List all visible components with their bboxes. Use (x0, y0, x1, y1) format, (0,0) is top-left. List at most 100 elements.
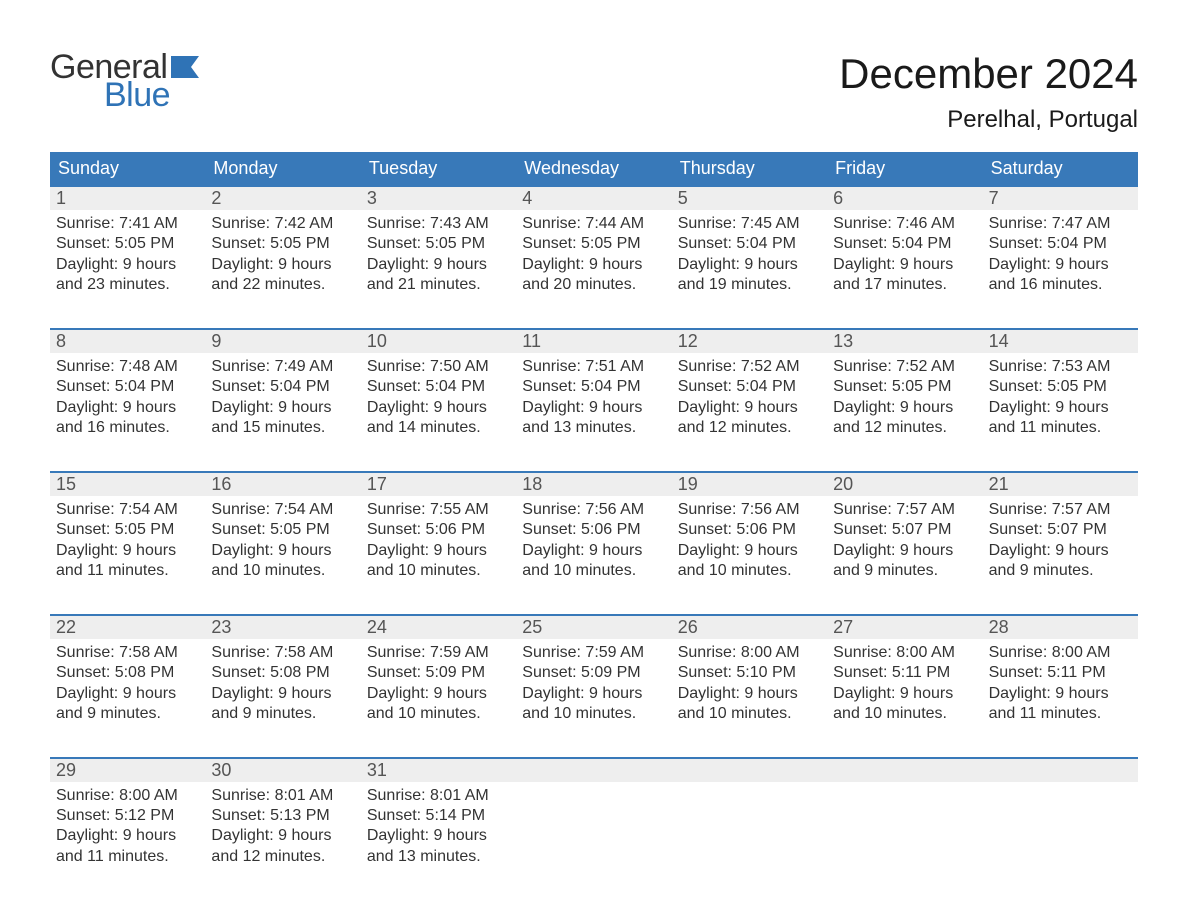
daylight-line-2: and 11 minutes. (56, 847, 199, 867)
day-number: 6 (827, 187, 982, 210)
day-number: 11 (516, 330, 671, 353)
sunset-line: Sunset: 5:14 PM (367, 806, 510, 826)
daylight-line-1: Daylight: 9 hours (522, 684, 665, 704)
weeks-container: 1234567Sunrise: 7:41 AMSunset: 5:05 PMDa… (50, 185, 1138, 871)
day-cell: Sunrise: 7:44 AMSunset: 5:05 PMDaylight:… (516, 210, 671, 300)
daylight-line-1: Daylight: 9 hours (833, 255, 976, 275)
day-number: 31 (361, 759, 516, 782)
day-number: 30 (205, 759, 360, 782)
day-cell: Sunrise: 7:41 AMSunset: 5:05 PMDaylight:… (50, 210, 205, 300)
sunset-line: Sunset: 5:10 PM (678, 663, 821, 683)
sunset-line: Sunset: 5:05 PM (56, 520, 199, 540)
sunrise-line: Sunrise: 7:41 AM (56, 214, 199, 234)
daynum-row: 293031 (50, 759, 1138, 782)
day-header: Friday (827, 152, 982, 185)
day-cell: Sunrise: 7:43 AMSunset: 5:05 PMDaylight:… (361, 210, 516, 300)
day-cell: Sunrise: 7:48 AMSunset: 5:04 PMDaylight:… (50, 353, 205, 443)
day-cell: Sunrise: 7:54 AMSunset: 5:05 PMDaylight:… (205, 496, 360, 586)
sunrise-line: Sunrise: 7:44 AM (522, 214, 665, 234)
day-cell: Sunrise: 7:47 AMSunset: 5:04 PMDaylight:… (983, 210, 1138, 300)
sunset-line: Sunset: 5:05 PM (522, 234, 665, 254)
title-block: December 2024 Perelhal, Portugal (839, 50, 1138, 134)
daylight-line-1: Daylight: 9 hours (211, 826, 354, 846)
sunrise-line: Sunrise: 7:43 AM (367, 214, 510, 234)
daylight-line-2: and 10 minutes. (211, 561, 354, 581)
page: General Blue December 2024 Perelhal, Por… (0, 0, 1188, 911)
day-cell: Sunrise: 7:46 AMSunset: 5:04 PMDaylight:… (827, 210, 982, 300)
sunset-line: Sunset: 5:08 PM (211, 663, 354, 683)
sunset-line: Sunset: 5:11 PM (989, 663, 1132, 683)
day-number: 25 (516, 616, 671, 639)
daylight-line-2: and 10 minutes. (833, 704, 976, 724)
week-row: 15161718192021Sunrise: 7:54 AMSunset: 5:… (50, 471, 1138, 586)
daylight-line-2: and 13 minutes. (522, 418, 665, 438)
daylight-line-2: and 10 minutes. (522, 561, 665, 581)
day-cell: Sunrise: 7:57 AMSunset: 5:07 PMDaylight:… (827, 496, 982, 586)
day-header: Monday (205, 152, 360, 185)
day-number: 4 (516, 187, 671, 210)
sunrise-line: Sunrise: 8:00 AM (833, 643, 976, 663)
daylight-line-2: and 9 minutes. (211, 704, 354, 724)
day-cell: Sunrise: 7:52 AMSunset: 5:05 PMDaylight:… (827, 353, 982, 443)
daylight-line-2: and 9 minutes. (833, 561, 976, 581)
sunrise-line: Sunrise: 7:48 AM (56, 357, 199, 377)
daylight-line-2: and 17 minutes. (833, 275, 976, 295)
daynum-row: 1234567 (50, 187, 1138, 210)
daylight-line-2: and 10 minutes. (678, 704, 821, 724)
logo: General Blue (50, 50, 199, 112)
daynum-row: 22232425262728 (50, 616, 1138, 639)
sunrise-line: Sunrise: 8:00 AM (989, 643, 1132, 663)
day-number: 14 (983, 330, 1138, 353)
sunrise-line: Sunrise: 8:00 AM (678, 643, 821, 663)
daylight-line-1: Daylight: 9 hours (211, 541, 354, 561)
daylight-line-2: and 16 minutes. (56, 418, 199, 438)
day-number (516, 759, 671, 782)
day-number: 17 (361, 473, 516, 496)
daylight-line-2: and 23 minutes. (56, 275, 199, 295)
daylight-line-1: Daylight: 9 hours (989, 398, 1132, 418)
day-cell: Sunrise: 7:49 AMSunset: 5:04 PMDaylight:… (205, 353, 360, 443)
day-cell (516, 782, 671, 872)
day-cell: Sunrise: 8:00 AMSunset: 5:11 PMDaylight:… (827, 639, 982, 729)
header: General Blue December 2024 Perelhal, Por… (50, 50, 1138, 134)
daylight-line-1: Daylight: 9 hours (833, 684, 976, 704)
daylight-line-1: Daylight: 9 hours (367, 826, 510, 846)
daylight-line-1: Daylight: 9 hours (833, 398, 976, 418)
day-number: 23 (205, 616, 360, 639)
daylight-line-2: and 16 minutes. (989, 275, 1132, 295)
daylight-line-1: Daylight: 9 hours (56, 826, 199, 846)
daylight-line-1: Daylight: 9 hours (56, 541, 199, 561)
week-row: 891011121314Sunrise: 7:48 AMSunset: 5:04… (50, 328, 1138, 443)
day-cell: Sunrise: 7:45 AMSunset: 5:04 PMDaylight:… (672, 210, 827, 300)
day-number: 20 (827, 473, 982, 496)
sunrise-line: Sunrise: 7:52 AM (678, 357, 821, 377)
day-cell: Sunrise: 7:56 AMSunset: 5:06 PMDaylight:… (672, 496, 827, 586)
sunset-line: Sunset: 5:07 PM (833, 520, 976, 540)
day-header: Sunday (50, 152, 205, 185)
daylight-line-2: and 15 minutes. (211, 418, 354, 438)
day-cell (983, 782, 1138, 872)
day-cell: Sunrise: 7:54 AMSunset: 5:05 PMDaylight:… (50, 496, 205, 586)
sunrise-line: Sunrise: 7:52 AM (833, 357, 976, 377)
daylight-line-1: Daylight: 9 hours (367, 541, 510, 561)
daylight-line-1: Daylight: 9 hours (211, 398, 354, 418)
daylight-line-2: and 9 minutes. (989, 561, 1132, 581)
sunset-line: Sunset: 5:06 PM (367, 520, 510, 540)
sunset-line: Sunset: 5:05 PM (211, 234, 354, 254)
day-cell: Sunrise: 7:59 AMSunset: 5:09 PMDaylight:… (361, 639, 516, 729)
day-number: 28 (983, 616, 1138, 639)
daylight-line-1: Daylight: 9 hours (833, 541, 976, 561)
day-cell: Sunrise: 8:01 AMSunset: 5:13 PMDaylight:… (205, 782, 360, 872)
week-row: 293031 Sunrise: 8:00 AMSunset: 5:12 PMDa… (50, 757, 1138, 872)
day-number: 29 (50, 759, 205, 782)
daylight-line-1: Daylight: 9 hours (989, 684, 1132, 704)
sunset-line: Sunset: 5:08 PM (56, 663, 199, 683)
sunrise-line: Sunrise: 7:53 AM (989, 357, 1132, 377)
sunset-line: Sunset: 5:12 PM (56, 806, 199, 826)
daylight-line-2: and 19 minutes. (678, 275, 821, 295)
day-header: Tuesday (361, 152, 516, 185)
day-number: 21 (983, 473, 1138, 496)
day-number: 13 (827, 330, 982, 353)
day-number: 2 (205, 187, 360, 210)
daylight-line-2: and 11 minutes. (989, 704, 1132, 724)
